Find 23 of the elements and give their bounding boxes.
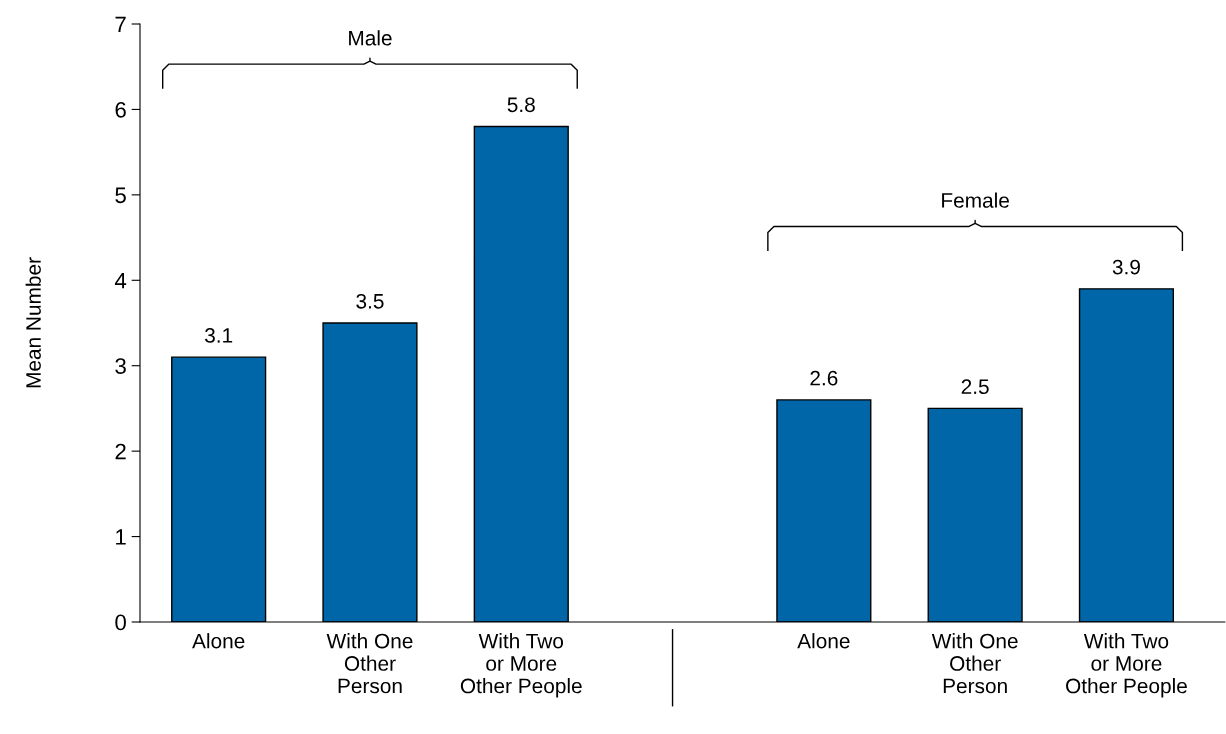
data-label: 2.5 — [961, 379, 989, 395]
y-tick-label: 3 — [115, 358, 126, 374]
data-label: 3.1 — [204, 328, 233, 343]
x-tick-label: Alone — [192, 633, 245, 649]
y-axis-title: Mean Number — [25, 257, 41, 388]
y-tick-label: 7 — [115, 16, 126, 33]
x-tick-label: With Two or More Other People — [460, 633, 582, 698]
data-label: 3.9 — [1112, 259, 1140, 275]
annotation: Male — [349, 30, 392, 46]
data-label: 5.8 — [507, 97, 535, 113]
y-tick-label: 2 — [115, 443, 126, 460]
x-tick-label: With Two or More Other People — [1066, 633, 1187, 698]
x-tick-label: With One Other Person — [931, 633, 1018, 694]
data-label: 3.5 — [356, 293, 384, 309]
y-tick-label: 4 — [114, 273, 127, 289]
y-tick-label: 5 — [115, 187, 126, 204]
data-label: 2.6 — [810, 370, 838, 386]
y-tick-label: 0 — [115, 614, 126, 631]
y-tick-label: 1 — [116, 529, 126, 545]
x-tick-label: Alone — [797, 633, 850, 649]
x-tick-label: With One Other Person — [326, 633, 413, 694]
annotation: Female — [942, 192, 1009, 208]
y-tick-label: 6 — [115, 101, 126, 118]
